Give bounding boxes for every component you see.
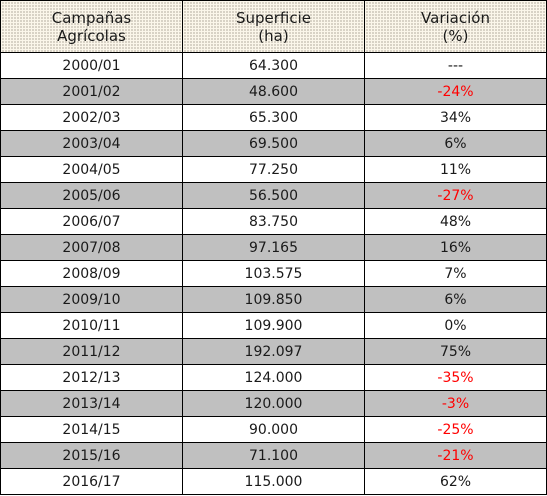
cell-variation: 6%	[364, 130, 547, 157]
cell-variation: -21%	[364, 442, 547, 469]
header-row: Campañas Agrícolas Superficie (ha) Varia…	[0, 0, 547, 53]
cell-campaign: 2007/08	[0, 234, 183, 261]
header-area-line1: Superficie	[235, 8, 312, 27]
header-variation-line2: (%)	[442, 26, 469, 45]
table-row: 2002/03 65.300 34%	[0, 104, 547, 131]
cell-variation: 48%	[364, 208, 547, 235]
table-row: 2010/11 109.900 0%	[0, 312, 547, 339]
header-campaign: Campañas Agrícolas	[0, 0, 183, 53]
cell-area: 71.100	[182, 442, 365, 469]
cell-campaign: 2014/15	[0, 416, 183, 443]
cell-variation: 75%	[364, 338, 547, 365]
cell-campaign: 2003/04	[0, 130, 183, 157]
cell-campaign: 2010/11	[0, 312, 183, 339]
cell-campaign: 2005/06	[0, 182, 183, 209]
cell-campaign: 2001/02	[0, 78, 183, 105]
cell-area: 109.900	[182, 312, 365, 339]
table-row: 2012/13 124.000 -35%	[0, 364, 547, 391]
header-campaign-line1: Campañas	[51, 8, 132, 27]
table-row: 2000/01 64.300 ---	[0, 52, 547, 79]
cell-variation: ---	[364, 52, 547, 79]
cell-area: 56.500	[182, 182, 365, 209]
cell-variation: -24%	[364, 78, 547, 105]
cell-variation: -27%	[364, 182, 547, 209]
cell-campaign: 2009/10	[0, 286, 183, 313]
cell-variation: 11%	[364, 156, 547, 183]
cell-campaign: 2015/16	[0, 442, 183, 469]
header-variation-line1: Variación	[421, 8, 490, 27]
cell-area: 97.165	[182, 234, 365, 261]
table-row: 2009/10 109.850 6%	[0, 286, 547, 313]
cell-area: 192.097	[182, 338, 365, 365]
cell-campaign: 2002/03	[0, 104, 183, 131]
cell-area: 77.250	[182, 156, 365, 183]
table-body: 2000/01 64.300 --- 2001/02 48.600 -24% 2…	[0, 52, 547, 495]
cell-area: 69.500	[182, 130, 365, 157]
table-row: 2008/09 103.575 7%	[0, 260, 547, 287]
cell-area: 48.600	[182, 78, 365, 105]
cell-campaign: 2016/17	[0, 468, 183, 495]
header-area-line2: (ha)	[258, 26, 289, 45]
table-header: Campañas Agrícolas Superficie (ha) Varia…	[0, 0, 547, 53]
table-row: 2001/02 48.600 -24%	[0, 78, 547, 105]
cell-campaign: 2008/09	[0, 260, 183, 287]
table-row: 2005/06 56.500 -27%	[0, 182, 547, 209]
cell-area: 120.000	[182, 390, 365, 417]
table-row: 2004/05 77.250 11%	[0, 156, 547, 183]
cell-variation: -35%	[364, 364, 547, 391]
header-campaign-line2: Agrícolas	[57, 26, 126, 45]
cell-area: 90.000	[182, 416, 365, 443]
cell-variation: 62%	[364, 468, 547, 495]
cell-area: 64.300	[182, 52, 365, 79]
table-row: 2013/14 120.000 -3%	[0, 390, 547, 417]
cell-variation: -25%	[364, 416, 547, 443]
table-row: 2011/12 192.097 75%	[0, 338, 547, 365]
cell-campaign: 2000/01	[0, 52, 183, 79]
cell-area: 65.300	[182, 104, 365, 131]
cell-campaign: 2011/12	[0, 338, 183, 365]
cell-variation: 34%	[364, 104, 547, 131]
cell-campaign: 2012/13	[0, 364, 183, 391]
cell-campaign: 2013/14	[0, 390, 183, 417]
cell-area: 103.575	[182, 260, 365, 287]
table-row: 2003/04 69.500 6%	[0, 130, 547, 157]
cell-variation: -3%	[364, 390, 547, 417]
cell-variation: 6%	[364, 286, 547, 313]
cell-area: 124.000	[182, 364, 365, 391]
cell-variation: 0%	[364, 312, 547, 339]
table-row: 2014/15 90.000 -25%	[0, 416, 547, 443]
table-row: 2007/08 97.165 16%	[0, 234, 547, 261]
cell-campaign: 2004/05	[0, 156, 183, 183]
cell-area: 115.000	[182, 468, 365, 495]
table-row: 2016/17 115.000 62%	[0, 468, 547, 495]
cell-variation: 16%	[364, 234, 547, 261]
header-variation: Variación (%)	[364, 0, 547, 53]
cell-variation: 7%	[364, 260, 547, 287]
cell-area: 83.750	[182, 208, 365, 235]
cell-area: 109.850	[182, 286, 365, 313]
cell-campaign: 2006/07	[0, 208, 183, 235]
table-row: 2015/16 71.100 -21%	[0, 442, 547, 469]
table-row: 2006/07 83.750 48%	[0, 208, 547, 235]
header-area: Superficie (ha)	[182, 0, 365, 53]
